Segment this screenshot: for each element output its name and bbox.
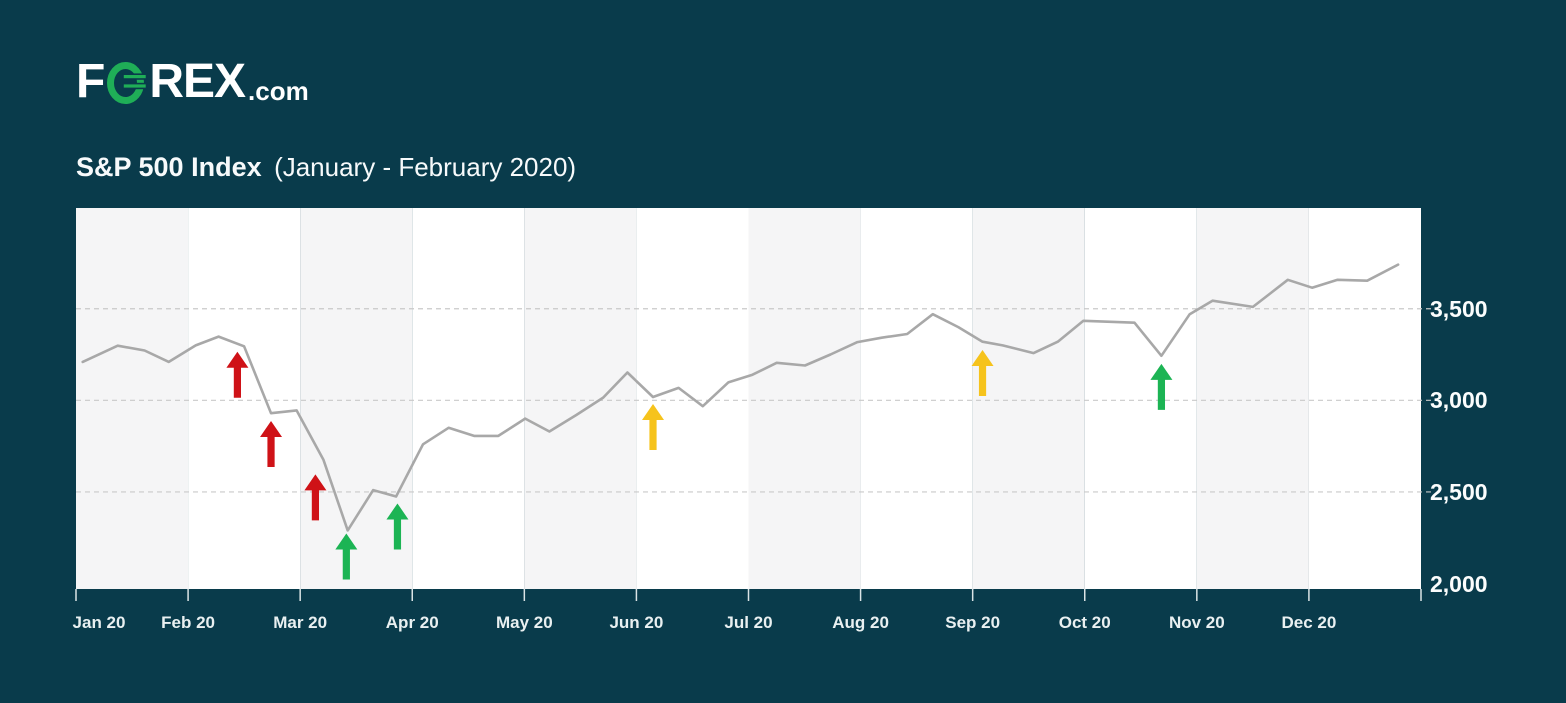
month-band-dec [1308, 208, 1421, 589]
x-axis-label-oct: Oct 20 [1058, 613, 1111, 632]
event-arrow-up-red [226, 351, 249, 398]
logo-text-f: F [76, 55, 105, 108]
x-axis-label-apr: Apr 20 [385, 613, 439, 632]
event-arrow-up-green [335, 533, 358, 580]
month-band-may [524, 208, 637, 589]
x-axis-label-jan: Jan 20 [72, 613, 126, 632]
x-axis-label-aug: Aug 20 [832, 613, 889, 632]
event-arrow-up-yellow [971, 349, 994, 396]
y-axis-label-3000: 3,000 [1430, 387, 1488, 414]
y-axis-label-2000: 2,000 [1430, 570, 1488, 597]
event-arrow-up-green [1150, 363, 1173, 410]
y-axis-label-3500: 3,500 [1430, 295, 1488, 322]
x-axis-label-feb: Feb 20 [161, 613, 215, 632]
price-line [81, 263, 1400, 532]
x-axis-label-sep: Sep 20 [945, 613, 1001, 632]
logo-coin-o-icon [106, 56, 148, 106]
month-band-oct [1084, 208, 1197, 589]
month-band-aug [860, 208, 973, 589]
event-arrow-up-red [260, 421, 283, 468]
x-axis-label-jun: Jun 20 [609, 613, 664, 632]
logo-coin-bar-top [122, 73, 148, 80]
month-band-jul [748, 208, 861, 589]
x-axis-label-mar: Mar 20 [273, 613, 328, 632]
month-band-jan [76, 208, 189, 589]
chart-title-subtitle: (January - February 2020) [274, 152, 577, 182]
x-axis-label-may: May 20 [495, 613, 553, 632]
event-arrow-up-green [386, 503, 409, 550]
x-axis-label-dec: Dec 20 [1281, 613, 1337, 632]
logo-coin-bar-bottom [122, 82, 148, 90]
month-band-sep [972, 208, 1085, 589]
logo-text-com: .com [248, 76, 309, 106]
chart-title-main: S&P 500 Index [76, 152, 262, 182]
event-arrow-up-red [304, 474, 327, 521]
x-axis-label-nov: Nov 20 [1168, 613, 1225, 632]
event-arrow-up-yellow [642, 403, 665, 450]
month-band-nov [1196, 208, 1309, 589]
month-band-mar [300, 208, 413, 589]
month-band-feb [188, 208, 301, 589]
month-band-apr [412, 208, 525, 589]
y-axis-label-2500: 2,500 [1430, 478, 1488, 505]
chart-title: S&P 500 Index (January - February 2020) [76, 152, 576, 183]
x-axis-label-jul: Jul 20 [724, 613, 773, 632]
logo-text-rex: REX [149, 55, 246, 108]
brand-logo: F REX .com [76, 54, 309, 106]
